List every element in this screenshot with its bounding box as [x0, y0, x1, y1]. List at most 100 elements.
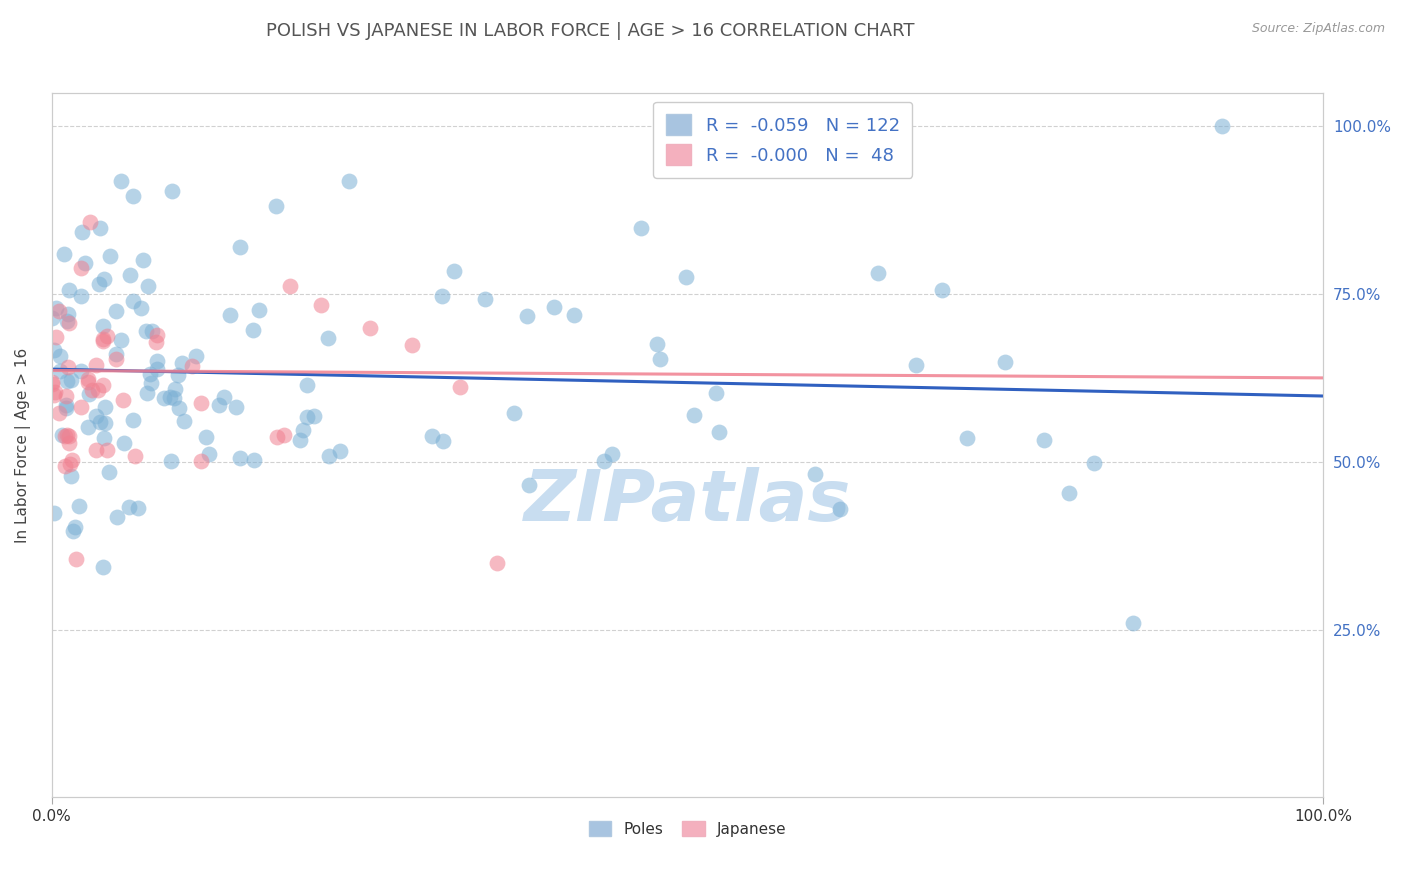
Point	[87, 383, 110, 397]
Point	[1057, 485, 1080, 500]
Point	[98, 249, 121, 263]
Point	[167, 401, 190, 416]
Point	[273, 427, 295, 442]
Point	[59, 469, 82, 483]
Point	[994, 355, 1017, 369]
Point	[89, 220, 111, 235]
Point	[93, 272, 115, 286]
Point	[956, 431, 979, 445]
Point	[160, 454, 183, 468]
Point	[84, 409, 107, 424]
Point	[91, 333, 114, 347]
Text: Source: ZipAtlas.com: Source: ZipAtlas.com	[1251, 22, 1385, 36]
Point	[141, 376, 163, 391]
Point	[93, 559, 115, 574]
Point	[91, 334, 114, 348]
Point	[89, 415, 111, 429]
Point	[55, 398, 77, 412]
Point	[56, 314, 79, 328]
Point	[190, 454, 212, 468]
Point	[41, 311, 63, 326]
Point	[77, 375, 100, 389]
Point	[77, 420, 100, 434]
Point	[41, 375, 63, 389]
Point	[53, 459, 76, 474]
Point	[77, 372, 100, 386]
Point	[517, 478, 540, 492]
Point	[59, 457, 82, 471]
Point	[111, 393, 134, 408]
Point	[337, 174, 360, 188]
Point	[1211, 119, 1233, 133]
Point	[146, 361, 169, 376]
Point	[96, 442, 118, 457]
Point	[309, 298, 332, 312]
Point	[45, 301, 67, 315]
Point	[249, 303, 271, 318]
Point	[91, 377, 114, 392]
Point	[830, 502, 852, 516]
Point	[45, 330, 67, 344]
Point	[139, 368, 162, 382]
Point	[195, 429, 218, 443]
Point	[1122, 615, 1144, 630]
Point	[112, 435, 135, 450]
Point	[516, 310, 538, 324]
Point	[56, 360, 79, 375]
Point	[120, 268, 142, 283]
Point	[229, 451, 252, 466]
Point	[1083, 456, 1105, 470]
Point	[121, 294, 143, 309]
Point	[70, 288, 93, 302]
Point	[91, 318, 114, 333]
Point	[127, 500, 149, 515]
Point	[121, 189, 143, 203]
Point	[401, 338, 423, 352]
Point	[136, 385, 159, 400]
Point	[266, 430, 288, 444]
Point	[184, 349, 207, 363]
Point	[84, 443, 107, 458]
Point	[97, 465, 120, 479]
Point	[67, 500, 90, 514]
Point	[152, 391, 174, 405]
Point	[42, 343, 65, 357]
Point	[44, 388, 66, 402]
Point	[160, 184, 183, 198]
Point	[868, 267, 890, 281]
Point	[63, 520, 86, 534]
Text: POLISH VS JAPANESE IN LABOR FORCE | AGE > 16 CORRELATION CHART: POLISH VS JAPANESE IN LABOR FORCE | AGE …	[266, 22, 915, 40]
Point	[803, 467, 825, 482]
Point	[163, 392, 186, 406]
Point	[94, 400, 117, 414]
Point	[136, 278, 159, 293]
Point	[49, 349, 72, 363]
Point	[197, 446, 219, 460]
Point	[93, 416, 115, 430]
Point	[131, 253, 153, 268]
Point	[208, 398, 231, 412]
Point	[648, 351, 671, 366]
Point	[264, 199, 287, 213]
Text: ZIPatlas: ZIPatlas	[524, 467, 851, 536]
Point	[48, 304, 70, 318]
Point	[905, 359, 928, 373]
Point	[62, 524, 84, 538]
Point	[69, 364, 91, 378]
Point	[432, 434, 454, 448]
Point	[212, 390, 235, 404]
Point	[503, 407, 526, 421]
Point	[41, 377, 63, 392]
Point	[135, 324, 157, 338]
Point	[58, 316, 80, 330]
Point	[56, 374, 79, 388]
Point	[288, 433, 311, 447]
Point	[242, 323, 264, 337]
Point	[243, 453, 266, 467]
Point	[146, 354, 169, 368]
Point	[295, 409, 318, 424]
Point	[449, 380, 471, 394]
Point	[432, 289, 454, 303]
Point	[709, 425, 731, 439]
Point	[1032, 434, 1054, 448]
